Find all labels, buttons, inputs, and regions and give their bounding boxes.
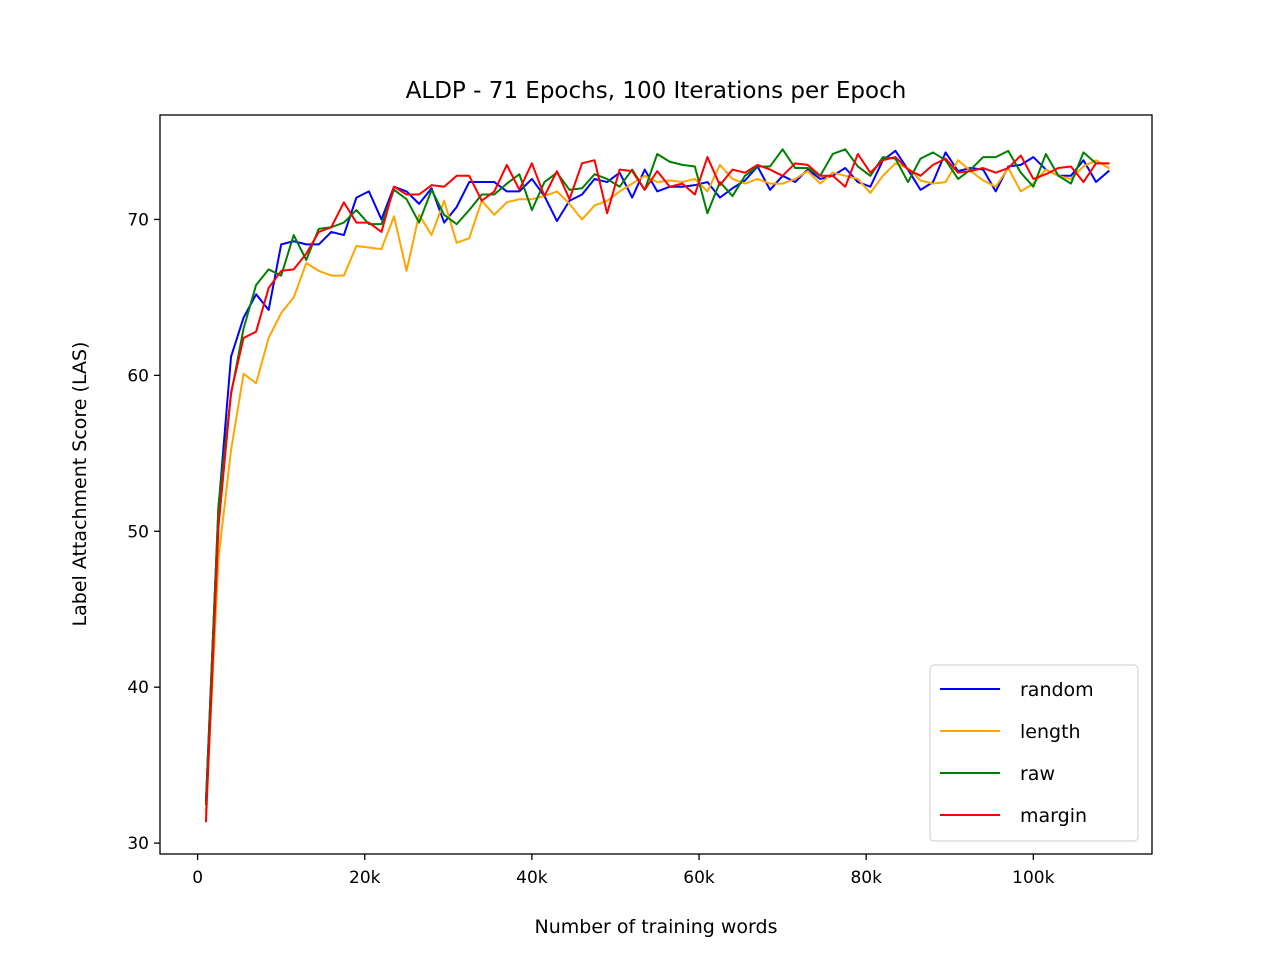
legend-item-margin: margin — [940, 805, 1087, 827]
y-tick-label: 30 — [127, 834, 149, 854]
x-tick-label: 80k — [850, 868, 882, 888]
x-tick-label: 40k — [516, 868, 548, 888]
x-axis: 0 20k 40k 60k 80k 100k — [192, 854, 1055, 888]
legend: random length raw margin — [929, 664, 1139, 842]
legend-label: raw — [1020, 763, 1055, 785]
series-line-length — [204, 159, 1110, 813]
y-tick-label: 70 — [127, 210, 149, 230]
y-tick-label: 50 — [127, 522, 149, 542]
x-tick-label: 60k — [683, 868, 715, 888]
y-tick-label: 40 — [127, 678, 149, 698]
plot-frame — [159, 114, 1153, 855]
y-axis: 30 40 50 60 70 — [127, 210, 160, 854]
x-tick-label: 20k — [349, 868, 381, 888]
legend-box — [929, 664, 1139, 842]
legend-item-raw: raw — [940, 763, 1055, 785]
series-line-margin — [204, 152, 1110, 823]
y-tick-label: 60 — [127, 366, 149, 386]
series-line-raw — [204, 148, 1110, 806]
plot-area — [159, 114, 1153, 855]
x-tick-label: 100k — [1012, 868, 1054, 888]
legend-label: random — [1020, 679, 1094, 701]
legend-item-length: length — [940, 721, 1081, 743]
series-line-random — [204, 149, 1110, 803]
legend-label: length — [1020, 721, 1081, 743]
chart-title: ALDP - 71 Epochs, 100 Iterations per Epo… — [406, 78, 907, 104]
y-axis-label: Label Attachment Score (LAS) — [69, 342, 91, 627]
legend-label: margin — [1020, 805, 1087, 827]
x-tick-label: 0 — [192, 868, 203, 888]
legend-item-random: random — [940, 679, 1094, 701]
x-axis-label: Number of training words — [535, 916, 778, 938]
